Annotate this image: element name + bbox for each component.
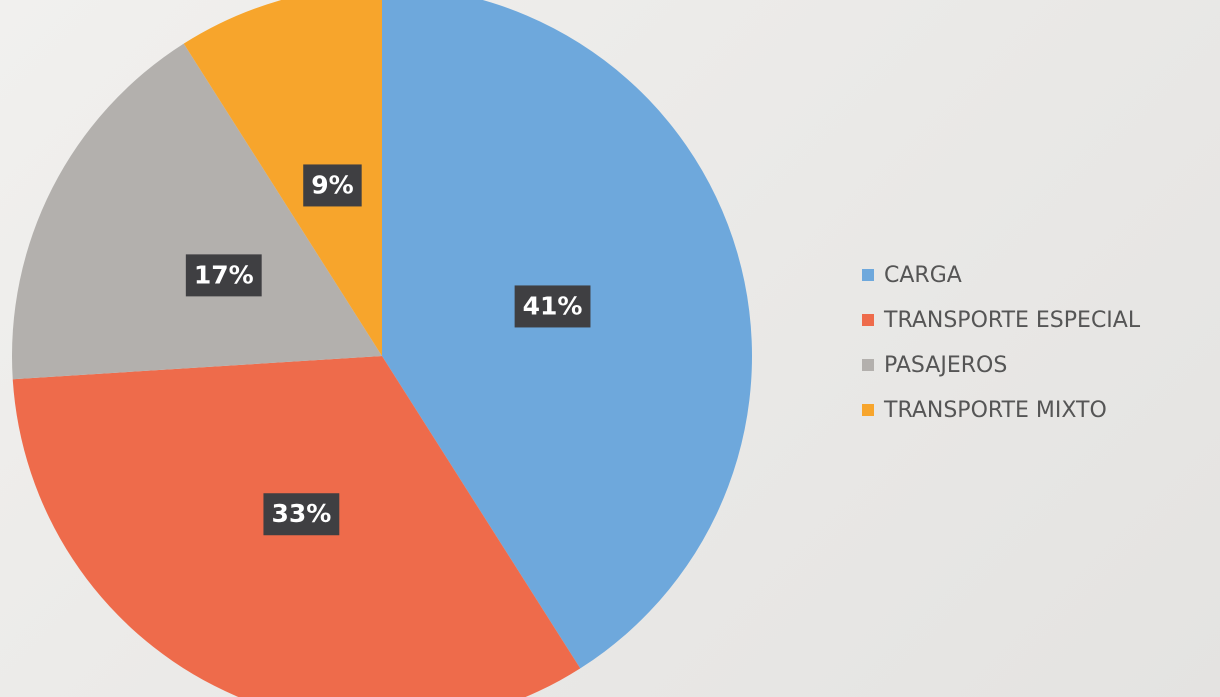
data-label-box <box>263 493 340 536</box>
data-label-text: 41% <box>523 291 583 320</box>
data-label: 17% <box>185 254 262 297</box>
legend-label: CARGA <box>884 263 962 288</box>
data-label-text: 17% <box>194 260 254 289</box>
legend-label: TRANSPORTE ESPECIAL <box>883 308 1141 333</box>
data-label-box <box>514 285 591 328</box>
legend-label: TRANSPORTE MIXTO <box>883 398 1107 423</box>
legend-swatch <box>862 314 874 326</box>
data-label-box <box>185 254 262 297</box>
legend-swatch <box>862 404 874 416</box>
legend-swatch <box>862 269 874 281</box>
pie-slice <box>382 0 752 669</box>
data-label-box <box>303 164 362 207</box>
data-label-text: 9% <box>311 170 353 199</box>
data-label: 9% <box>303 164 362 207</box>
legend-label: PASAJEROS <box>884 353 1007 378</box>
data-label-text: 33% <box>271 499 331 528</box>
data-label: 41% <box>514 285 591 328</box>
legend-swatch <box>862 359 874 371</box>
pie-slice <box>11 43 382 380</box>
pie-slice <box>183 0 382 356</box>
data-label: 33% <box>263 493 340 536</box>
